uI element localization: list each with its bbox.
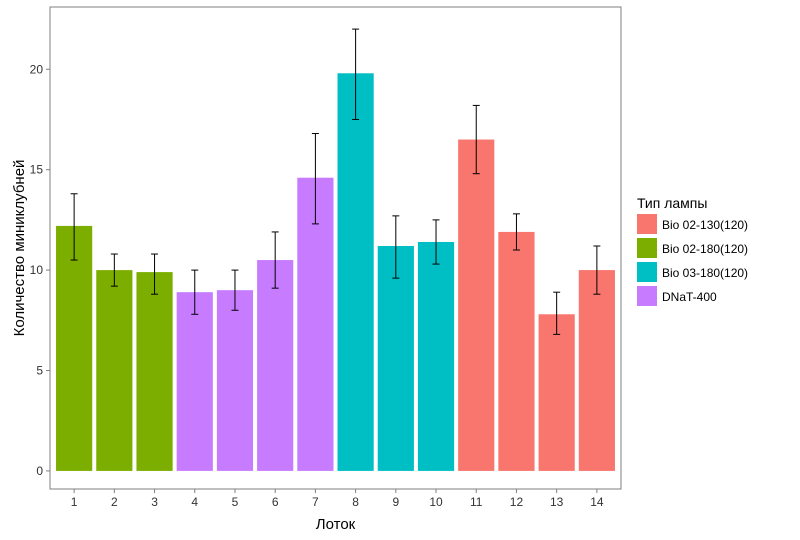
legend: Тип лампы Bio 02-130(120) Bio 02-180(120)… <box>637 195 748 306</box>
y-axis-title: Количество миниклубней <box>11 160 28 337</box>
x-tick-label: 9 <box>392 495 399 509</box>
error-bar-3 <box>151 253 159 295</box>
bar-8 <box>337 73 374 471</box>
error-bar-9 <box>392 215 400 279</box>
bar-10 <box>417 241 455 471</box>
x-tick-label: 12 <box>510 495 524 509</box>
x-tick-label: 10 <box>429 495 443 509</box>
error-bar-6 <box>271 231 279 289</box>
bars-layer <box>56 73 615 471</box>
legend-label: DNaT-400 <box>662 290 717 304</box>
x-tick-label: 2 <box>111 495 118 509</box>
bar-3 <box>136 272 173 471</box>
legend-label: Bio 02-180(120) <box>662 242 748 256</box>
legend-swatch <box>637 286 657 306</box>
x-axis: 1 2 3 4 5 6 7 8 9 10 11 12 13 14 <box>71 489 604 509</box>
legend-label: Bio 03-180(120) <box>662 266 748 280</box>
bar-4 <box>176 292 213 471</box>
bar-5 <box>216 290 254 471</box>
x-tick-label: 1 <box>71 495 78 509</box>
x-tick-label: 3 <box>151 495 158 509</box>
bar-9 <box>377 245 414 471</box>
bar-14 <box>578 270 615 471</box>
y-tick-label: 5 <box>36 364 43 378</box>
x-tick-label: 14 <box>590 495 604 509</box>
legend-item: DNaT-400 <box>637 286 717 306</box>
bar-12 <box>498 231 535 471</box>
legend-swatch <box>637 238 657 258</box>
error-bar-11 <box>472 104 480 175</box>
bar-13 <box>538 314 575 471</box>
legend-swatch <box>637 214 657 234</box>
legend-item: Bio 02-130(120) <box>637 214 748 234</box>
error-bar-2 <box>110 253 118 287</box>
legend-swatch <box>637 262 657 282</box>
x-tick-label: 7 <box>312 495 319 509</box>
x-tick-label: 8 <box>352 495 359 509</box>
bar-2 <box>96 270 133 471</box>
x-tick-label: 5 <box>232 495 239 509</box>
error-bar-13 <box>553 291 561 335</box>
y-axis: 0 5 10 15 20 <box>30 62 50 478</box>
x-tick-label: 11 <box>470 495 483 509</box>
error-bars-layer <box>70 28 601 335</box>
bar-7 <box>297 177 334 471</box>
legend-label: Bio 02-130(120) <box>662 218 748 232</box>
error-bar-12 <box>512 213 520 251</box>
x-tick-label: 13 <box>550 495 564 509</box>
y-tick-label: 0 <box>36 464 43 478</box>
x-tick-label: 6 <box>272 495 279 509</box>
bar-11 <box>458 139 495 471</box>
error-bar-10 <box>432 219 440 265</box>
legend-item: Bio 02-180(120) <box>637 238 748 258</box>
y-tick-label: 15 <box>30 163 44 177</box>
error-bar-1 <box>70 193 78 261</box>
x-axis-title: Лоток <box>316 516 356 533</box>
error-bar-5 <box>231 269 239 311</box>
error-bar-14 <box>593 245 601 295</box>
bar-1 <box>56 225 93 471</box>
legend-item: Bio 03-180(120) <box>637 262 748 282</box>
plot-panel <box>49 6 622 490</box>
x-tick-label: 4 <box>191 495 198 509</box>
y-tick-label: 10 <box>30 263 44 277</box>
error-bar-8 <box>352 28 360 120</box>
legend-title: Тип лампы <box>637 195 707 211</box>
error-bar-7 <box>311 133 319 225</box>
y-tick-label: 20 <box>30 62 44 76</box>
bar-6 <box>257 260 294 471</box>
error-bar-4 <box>191 269 199 315</box>
